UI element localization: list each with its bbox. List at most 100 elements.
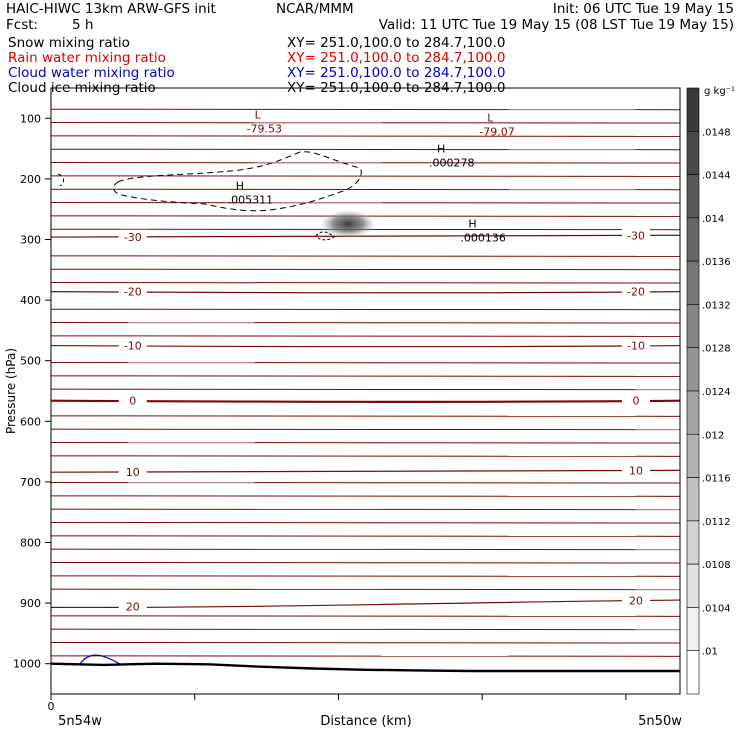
- field-xy-snow: XY= 251.0,100.0 to 284.7,100.0: [287, 35, 506, 51]
- colorbar-swatch: [686, 217, 700, 262]
- isotherm-line: [50, 521, 681, 524]
- colorbar-swatch: [686, 174, 700, 219]
- extremum-value: -79.07: [479, 126, 514, 139]
- isotherm-line: [50, 588, 681, 591]
- isotherm-label: 10: [629, 465, 643, 478]
- y-tick-label: 1000: [13, 658, 41, 671]
- x-axis-label: Distance (km): [320, 714, 411, 729]
- colorbar-label: .0136: [702, 257, 731, 268]
- isotherm-line: [50, 148, 681, 151]
- isotherm-line: [50, 201, 681, 204]
- colorbar-swatch: [686, 477, 700, 522]
- isotherm-line: [50, 121, 681, 124]
- isotherm-line: [50, 534, 681, 538]
- terrain-surface: [50, 662, 680, 673]
- extremum-value: .000136: [460, 232, 506, 245]
- colorbar-label: .0116: [702, 474, 731, 485]
- cloud-water-contour: [79, 654, 121, 665]
- temperature-background-contours: [50, 108, 681, 658]
- isotherm-label: -10: [124, 340, 142, 353]
- y-tick-label: 800: [20, 537, 41, 550]
- isotherm-label-bg: [621, 338, 650, 352]
- field-name-snow: Snow mixing ratio: [8, 35, 130, 51]
- isotherm-line: [50, 481, 681, 484]
- y-tick-label: 100: [20, 112, 41, 125]
- extremum-value: .005311: [228, 193, 274, 206]
- y-tick-label: 400: [20, 294, 41, 307]
- field-xy-cloud-water: XY= 251.0,100.0 to 284.7,100.0: [287, 65, 506, 81]
- isotherm-line: [50, 174, 681, 178]
- colorbar-swatch: [686, 520, 700, 565]
- colorbar-label: .0132: [702, 300, 731, 311]
- extremum-marker: H: [236, 179, 244, 192]
- isotherm-label-bg: [621, 593, 650, 607]
- colorbar-label: .014: [702, 214, 724, 225]
- cloud-ice-shading: [320, 210, 376, 238]
- colorbar-swatch: [686, 130, 700, 175]
- isotherm-line: [50, 134, 681, 138]
- x-endpoint-right: 5n50w: [638, 714, 682, 729]
- extremum-marker: L: [255, 109, 262, 122]
- y-tick-label: 600: [20, 415, 41, 428]
- isotherm-label: 10: [126, 466, 140, 479]
- extremum-marker: L: [487, 112, 494, 125]
- isotherm-line: [50, 268, 681, 271]
- colorbar-swatch: [686, 87, 700, 132]
- isotherm-label: -10: [627, 340, 645, 353]
- isotherm-label-bg: [118, 599, 147, 613]
- isotherm-label: -30: [627, 229, 645, 242]
- ice-mixing-contour: [315, 231, 335, 241]
- isotherm-line: [50, 254, 681, 258]
- isotherm-line: [50, 161, 681, 164]
- isotherm-label: -20: [124, 286, 142, 299]
- y-tick-label: 300: [20, 234, 41, 247]
- x-tick-label: 0: [48, 700, 55, 713]
- field-name-rain: Rain water mixing ratio: [8, 50, 166, 66]
- colorbar-label: .0124: [702, 387, 731, 398]
- extremum-marker: H: [468, 218, 476, 231]
- y-tick-label: 700: [20, 476, 41, 489]
- extremum-marker: H: [437, 142, 445, 155]
- isotherm-label-bg: [118, 338, 147, 352]
- x-endpoint-left: 5n54w: [58, 714, 102, 729]
- isotherm-line: [50, 428, 681, 431]
- isotherm-label-bg: [118, 464, 147, 478]
- isotherm-line: [50, 614, 681, 618]
- isotherm-label: -30: [124, 231, 142, 244]
- extremum-value: -79.53: [247, 123, 282, 136]
- snow-mixing-contour: [113, 151, 362, 212]
- plot-frame: [50, 87, 681, 695]
- snow-mixing-contour-edge: [57, 173, 65, 187]
- colorbar-label: .0128: [702, 344, 731, 355]
- isotherm-line: [50, 308, 681, 311]
- distance-axis: 0: [48, 694, 627, 713]
- isotherm-line: [50, 508, 681, 511]
- isotherm-label: 20: [126, 600, 140, 613]
- colorbar-swatch: [686, 607, 700, 652]
- isotherm-label: -20: [627, 286, 645, 299]
- isotherm-line: [50, 561, 681, 564]
- y-tick-label: 900: [20, 597, 41, 610]
- isotherm-line: [50, 361, 681, 364]
- isotherm-label-bg: [621, 393, 650, 407]
- isotherm-line: [50, 454, 681, 458]
- colorbar-label: .0144: [702, 171, 731, 182]
- extremum-value: .000278: [429, 156, 475, 169]
- colorbar-label: .0108: [702, 560, 731, 571]
- isotherm-line: [50, 548, 681, 551]
- isotherm-label-bg: [118, 284, 147, 298]
- field-xy-rain: XY= 251.0,100.0 to 284.7,100.0: [287, 50, 506, 66]
- colorbar-label: .01: [702, 647, 718, 658]
- colorbar-label: .0148: [702, 127, 731, 138]
- colorbar-swatch: [686, 260, 700, 305]
- colorbar-swatch: [686, 563, 700, 608]
- isotherm-line: [50, 494, 681, 498]
- isotherm-line: [50, 441, 681, 444]
- y-tick-label: 500: [20, 355, 41, 368]
- colorbar-swatch: [686, 390, 700, 435]
- isotherm-line: [50, 574, 681, 578]
- y-axis-label: Pressure (hPa): [4, 348, 18, 434]
- plot-title: HAIC-HIWC 13km ARW-GFS init: [6, 1, 216, 17]
